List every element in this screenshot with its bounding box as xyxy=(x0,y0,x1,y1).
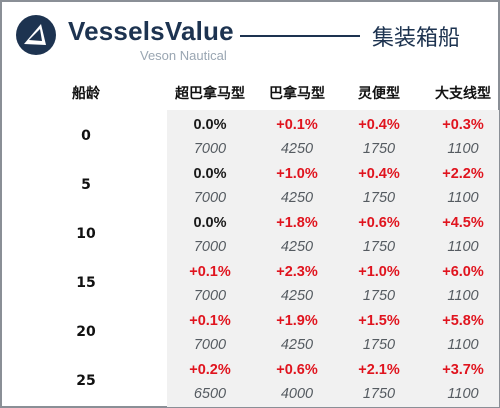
change-percent: +5.8% xyxy=(442,313,484,329)
vesselsvalue-logo-icon xyxy=(16,15,56,55)
change-percent: 0.0% xyxy=(193,215,227,231)
vessel-value: 1750 xyxy=(362,141,396,157)
change-percent: +2.2% xyxy=(442,166,484,182)
change-percent: 0.0% xyxy=(193,117,227,133)
change-percent: +2.1% xyxy=(358,362,400,378)
vessel-value: 1100 xyxy=(447,386,479,402)
change-percent: +1.5% xyxy=(358,313,400,329)
vessel-value: 1750 xyxy=(362,288,396,304)
vessel-value: 4250 xyxy=(280,337,314,353)
column-header: 超巴拿马型 xyxy=(175,86,245,102)
age-label: 10 xyxy=(76,226,96,242)
vessel-value: 1750 xyxy=(362,190,396,206)
age-label: 0 xyxy=(81,128,91,144)
vessel-value: 7000 xyxy=(193,190,227,206)
data-area-background xyxy=(167,110,499,407)
vessel-value: 4250 xyxy=(280,190,314,206)
change-percent: +2.3% xyxy=(276,264,318,280)
vessel-value: 7000 xyxy=(193,337,227,353)
change-percent: +1.9% xyxy=(276,313,318,329)
vessel-value: 7000 xyxy=(193,288,227,304)
change-percent: +0.1% xyxy=(189,313,231,329)
column-header: 灵便型 xyxy=(358,86,400,102)
vessel-value: 6500 xyxy=(193,386,227,402)
vessel-value: 1100 xyxy=(447,239,479,255)
vessel-value: 1100 xyxy=(447,141,479,157)
change-percent: +0.1% xyxy=(276,117,318,133)
brand-name: VesselsValue xyxy=(68,16,234,46)
age-label: 5 xyxy=(81,177,91,193)
vessel-value: 4250 xyxy=(280,141,314,157)
change-percent: +0.4% xyxy=(358,166,400,182)
age-label: 15 xyxy=(76,275,96,291)
vessel-value: 4250 xyxy=(280,288,314,304)
vessel-value: 1100 xyxy=(447,288,479,304)
age-label: 25 xyxy=(76,373,96,389)
vessel-value: 7000 xyxy=(193,239,227,255)
column-header: 巴拿马型 xyxy=(269,86,325,102)
vessel-value: 4250 xyxy=(280,239,314,255)
age-column-header: 船龄 xyxy=(72,86,100,102)
vessel-value: 1750 xyxy=(362,239,396,255)
vessel-value: 4000 xyxy=(280,386,314,402)
change-percent: +0.6% xyxy=(358,215,400,231)
vessel-value: 1750 xyxy=(362,337,396,353)
change-percent: +1.8% xyxy=(276,215,318,231)
vessel-value: 1750 xyxy=(362,386,396,402)
change-percent: +6.0% xyxy=(442,264,484,280)
vessel-value: 7000 xyxy=(193,141,227,157)
change-percent: +0.6% xyxy=(276,362,318,378)
page-title: 集装箱船 xyxy=(372,26,461,51)
change-percent: +0.1% xyxy=(189,264,231,280)
vessel-value: 1100 xyxy=(447,190,479,206)
change-percent: +1.0% xyxy=(276,166,318,182)
change-percent: +0.3% xyxy=(442,117,484,133)
vessel-value: 1100 xyxy=(447,337,479,353)
change-percent: +4.5% xyxy=(442,215,484,231)
change-percent: 0.0% xyxy=(193,166,227,182)
column-header: 大支线型 xyxy=(435,86,491,102)
change-percent: +0.2% xyxy=(189,362,231,378)
change-percent: +3.7% xyxy=(442,362,484,378)
title-divider xyxy=(240,35,360,37)
change-percent: +0.4% xyxy=(358,117,400,133)
age-label: 20 xyxy=(76,324,96,340)
brand-subtitle: Veson Nautical xyxy=(140,48,227,63)
change-percent: +1.0% xyxy=(358,264,400,280)
